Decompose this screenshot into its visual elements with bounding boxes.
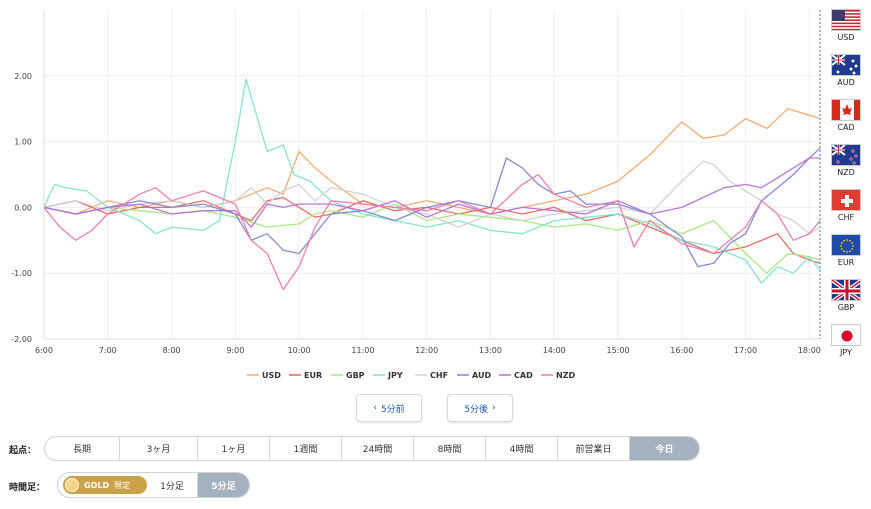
x-tick-label: 16:00 — [670, 346, 693, 355]
prev-5min-label: 5分前 — [380, 404, 405, 415]
uk-flag-icon — [831, 279, 861, 301]
chart-grid — [43, 10, 820, 340]
currency-flag-eur[interactable]: EUR — [826, 231, 866, 273]
start-option-1[interactable]: 3ヶ月 — [119, 437, 197, 460]
start-option-8[interactable]: 今日 — [629, 437, 699, 460]
canada-flag-icon — [831, 99, 861, 121]
currency-code-label: EUR — [837, 258, 855, 267]
x-tick-label: 17:00 — [734, 346, 757, 355]
start-option-4[interactable]: 24時間 — [341, 437, 413, 460]
legend-label-usd: USD — [262, 371, 281, 380]
legend-label-chf: CHF — [430, 371, 448, 380]
y-tick-label: 0.00 — [14, 203, 32, 212]
chart-axes: 6:00 7:00 8:00 9:00 10:00 11:00 12:00 13:00 14:0… — [11, 10, 821, 355]
timeframe-option-1min[interactable]: 1分足 — [160, 481, 184, 492]
legend-label-cad: CAD — [514, 371, 533, 380]
series-line-aud — [43, 147, 821, 268]
currency-flag-nzd[interactable]: NZD — [826, 141, 866, 183]
chevron-left-icon: ‹ — [373, 403, 377, 413]
start-option-0[interactable]: 長期 — [72, 445, 91, 455]
switzerland-flag-icon — [831, 189, 861, 211]
australia-flag-icon — [831, 54, 861, 76]
legend-label-aud: AUD — [472, 371, 491, 380]
legend-label-gbp: GBP — [346, 371, 365, 380]
series-line-nzd — [43, 173, 821, 291]
x-tick-label: 6:00 — [35, 346, 53, 355]
y-tick-label: 1.00 — [14, 138, 32, 147]
prev-5min-button[interactable]: ‹ 5分前 — [356, 394, 422, 422]
japan-flag-icon — [831, 324, 861, 346]
chart-legend: USD EUR GBP JPY CHF AUD CAD NZD — [247, 371, 575, 380]
timeframe-selector: GOLD 限定 1分足 5分足 — [57, 472, 250, 498]
start-option-3[interactable]: 1週間 — [269, 437, 341, 460]
currency-flag-jpy[interactable]: JPY — [826, 321, 866, 363]
timeframe-option-5min[interactable]: 5分足 — [197, 473, 249, 497]
currency-code-label: CHF — [837, 213, 855, 222]
currency-flag-gbp[interactable]: GBP — [826, 276, 866, 318]
y-tick-label: -1.00 — [11, 269, 32, 278]
timeframe-label: 時間足： — [9, 483, 46, 493]
y-tick-label: 2.00 — [14, 72, 32, 81]
series-line-jpy — [43, 78, 821, 284]
currency-flag-chf[interactable]: CHF — [826, 186, 866, 228]
x-tick-label: 8:00 — [163, 346, 181, 355]
x-tick-label: 7:00 — [99, 346, 117, 355]
currency-flag-cad[interactable]: CAD — [826, 96, 866, 138]
currency-code-label: USD — [837, 33, 855, 42]
currency-code-label: JPY — [840, 348, 852, 357]
currency-code-label: NZD — [837, 168, 855, 177]
chevron-right-icon: › — [492, 403, 496, 413]
start-point-selector: 長期 3ヶ月 1ヶ月 1週間 24時間 8時間 4時間 前営業日 今日 — [44, 436, 700, 461]
x-tick-label: 14:00 — [543, 346, 566, 355]
start-option-7[interactable]: 前営業日 — [557, 437, 629, 460]
chart-series — [43, 78, 821, 291]
start-option-5[interactable]: 8時間 — [413, 437, 485, 460]
y-tick-label: -2.00 — [11, 335, 32, 344]
series-line-cad — [43, 157, 820, 228]
currency-flag-aud[interactable]: AUD — [826, 51, 866, 93]
legend-label-nzd: NZD — [556, 371, 575, 380]
legend-label-eur: EUR — [304, 371, 322, 380]
gold-coin-icon — [65, 478, 79, 492]
x-tick-label: 13:00 — [479, 346, 502, 355]
legend-label-jpy: JPY — [387, 371, 403, 380]
gold-limited-label: 限定 — [114, 480, 131, 490]
x-tick-label: 10:00 — [288, 346, 311, 355]
currency-code-label: GBP — [837, 303, 855, 312]
x-tick-label: 18:00 — [798, 346, 821, 355]
line-chart: 6:00 7:00 8:00 9:00 10:00 11:00 12:00 13:00 14:0… — [11, 10, 821, 380]
gold-label: GOLD — [84, 480, 110, 490]
currency-code-label: AUD — [837, 78, 855, 87]
us-flag-icon — [831, 9, 861, 31]
start-option-2[interactable]: 1ヶ月 — [197, 437, 269, 460]
x-tick-label: 12:00 — [415, 346, 438, 355]
new-zealand-flag-icon — [831, 144, 861, 166]
start-point-label: 起点： — [9, 446, 37, 456]
next-5min-button[interactable]: 5分後 › — [447, 394, 513, 422]
x-tick-label: 15:00 — [606, 346, 629, 355]
x-tick-label: 9:00 — [226, 346, 244, 355]
series-line-chf — [43, 160, 821, 235]
start-option-6[interactable]: 4時間 — [485, 437, 557, 460]
currency-flag-usd[interactable]: USD — [826, 6, 866, 48]
next-5min-label: 5分後 — [464, 404, 489, 415]
gold-limited-badge[interactable]: GOLD 限定 — [63, 476, 147, 494]
eu-flag-icon — [831, 234, 861, 256]
x-tick-label: 11:00 — [351, 346, 374, 355]
currency-code-label: CAD — [837, 123, 855, 132]
